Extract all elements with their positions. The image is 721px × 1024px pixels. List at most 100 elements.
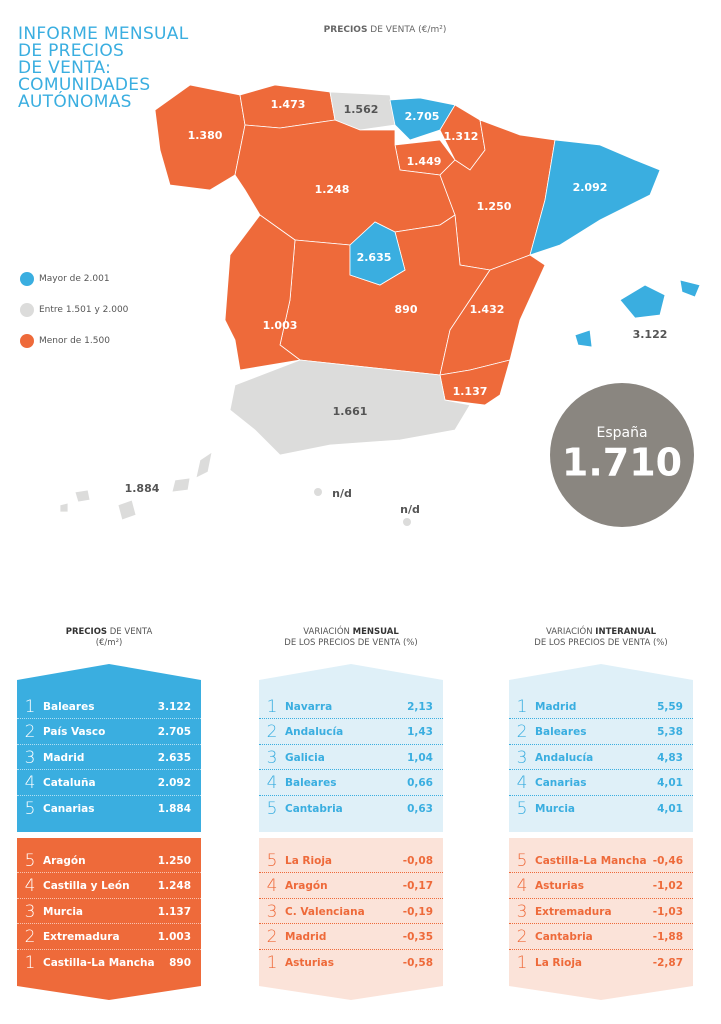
map-title: PRECIOS DE VENTA (€/m²) — [250, 25, 520, 35]
value: 0,63 — [407, 803, 433, 815]
spain-label: España — [596, 425, 647, 441]
rank: 1 — [24, 696, 36, 717]
value: -0,17 — [402, 880, 433, 892]
region — [619, 284, 666, 319]
legend-label: Mayor de 2.001 — [39, 274, 110, 284]
rank: 2 — [516, 722, 528, 742]
title-line: COMUNIDADES — [18, 75, 151, 95]
region — [74, 489, 91, 503]
title-line: DE PRECIOS — [18, 41, 125, 61]
heading-line: (€/m²) — [95, 638, 123, 648]
region-name: Cataluña — [43, 777, 96, 789]
map-label: 1.432 — [470, 303, 505, 316]
rank: 4 — [516, 876, 528, 896]
heading-part: PRECIOS — [65, 627, 108, 637]
heading-part: VARIACIÓN — [545, 627, 596, 637]
rank: 5 — [24, 799, 36, 819]
heading-line: DE LOS PRECIOS DE VENTA (%) — [534, 638, 668, 648]
map-label: 890 — [395, 303, 418, 316]
rank: 3 — [266, 901, 278, 922]
region — [349, 221, 406, 286]
rank: 2 — [266, 722, 278, 742]
ranking-row: 4 Castilla y León 1.248 — [17, 875, 201, 899]
heading-line: VARIACIÓN INTERANUAL — [491, 627, 711, 638]
title-line: AUTÓNOMAS — [18, 92, 132, 112]
ranking-row: 5 Murcia 4,01 — [509, 797, 693, 821]
map-label: 1.661 — [333, 405, 368, 418]
rank: 3 — [516, 901, 528, 922]
rank: 3 — [24, 901, 36, 922]
panel — [509, 838, 693, 1000]
region-name: C. Valenciana — [285, 905, 365, 918]
panel — [259, 664, 443, 832]
value: 2,13 — [407, 700, 433, 713]
region-name: Aragón — [285, 880, 328, 892]
melilla — [403, 518, 411, 526]
rank: 4 — [516, 773, 528, 793]
rank: 5 — [516, 850, 528, 871]
rank: 2 — [266, 927, 278, 947]
region-name: Galicia — [285, 751, 325, 764]
value: -0,35 — [402, 931, 433, 943]
map-label: 2.635 — [357, 251, 392, 264]
legend-item: Menor de 1.500 — [20, 334, 110, 348]
ranking-row: 4 Canarias 4,01 — [509, 772, 693, 796]
value: 2.092 — [157, 777, 191, 789]
region — [224, 214, 301, 371]
region — [679, 279, 701, 298]
region — [59, 502, 69, 513]
value: 0,66 — [407, 777, 433, 789]
panel-heading: VARIACIÓN INTERANUAL DE LOS PRECIOS DE VE… — [491, 627, 711, 649]
rank: 4 — [266, 773, 278, 793]
value: 4,83 — [657, 751, 683, 764]
value: 890 — [169, 957, 191, 969]
region-name: Baleares — [535, 726, 587, 738]
ranking-row: 1 Madrid 5,59 — [509, 695, 693, 719]
region-name: Extremadura — [535, 905, 612, 918]
map-label: 1.473 — [271, 98, 306, 111]
ranking-row: 3 Galicia 1,04 — [259, 746, 443, 770]
ranking-row: 2 Andalucía 1,43 — [259, 721, 443, 745]
region — [195, 451, 213, 479]
value: 4,01 — [657, 777, 683, 789]
value: 1,04 — [407, 751, 433, 764]
rank: 2 — [24, 722, 36, 742]
rank: 3 — [516, 747, 528, 768]
region-name: Castilla y León — [43, 880, 130, 892]
ranking-row: 1 Baleares 3.122 — [17, 695, 201, 719]
ranking-row: 5 La Rioja -0,08 — [259, 849, 443, 873]
value: 2.705 — [157, 726, 191, 738]
rank: 5 — [266, 799, 278, 819]
rank: 1 — [516, 696, 528, 717]
map-label: 1.248 — [315, 183, 350, 196]
title-part: DE VENTA (€/m²) — [367, 25, 447, 35]
ranking-row: 5 Canarias 1.884 — [17, 797, 201, 821]
title-line: DE VENTA: — [18, 58, 112, 78]
region-name: Baleares — [285, 777, 337, 789]
value: 2.635 — [157, 751, 191, 764]
ceuta — [314, 488, 322, 496]
region-name: La Rioja — [285, 854, 333, 867]
value: -1,88 — [652, 931, 683, 943]
region-name: Andalucía — [535, 751, 594, 764]
map-label: 1.380 — [188, 129, 223, 142]
map-label: 1.312 — [444, 130, 479, 143]
region-name: Navarra — [285, 700, 333, 713]
panel — [17, 838, 201, 1000]
ranking-row: 4 Baleares 0,66 — [259, 772, 443, 796]
rank: 3 — [24, 747, 36, 768]
value: 1,43 — [407, 726, 433, 738]
rank: 5 — [516, 799, 528, 819]
ranking-row: 1 La Rioja -2,87 — [509, 951, 693, 975]
rank: 5 — [24, 850, 36, 871]
value: 1.248 — [157, 880, 191, 892]
region-name: Baleares — [43, 700, 95, 713]
ranking-row: 2 País Vasco 2.705 — [17, 721, 201, 745]
rank: 2 — [24, 927, 36, 947]
value: 5,38 — [657, 726, 683, 738]
region-name: Madrid — [43, 751, 85, 764]
region — [574, 329, 593, 348]
rank: 1 — [24, 953, 36, 973]
value: -2,87 — [652, 957, 683, 969]
